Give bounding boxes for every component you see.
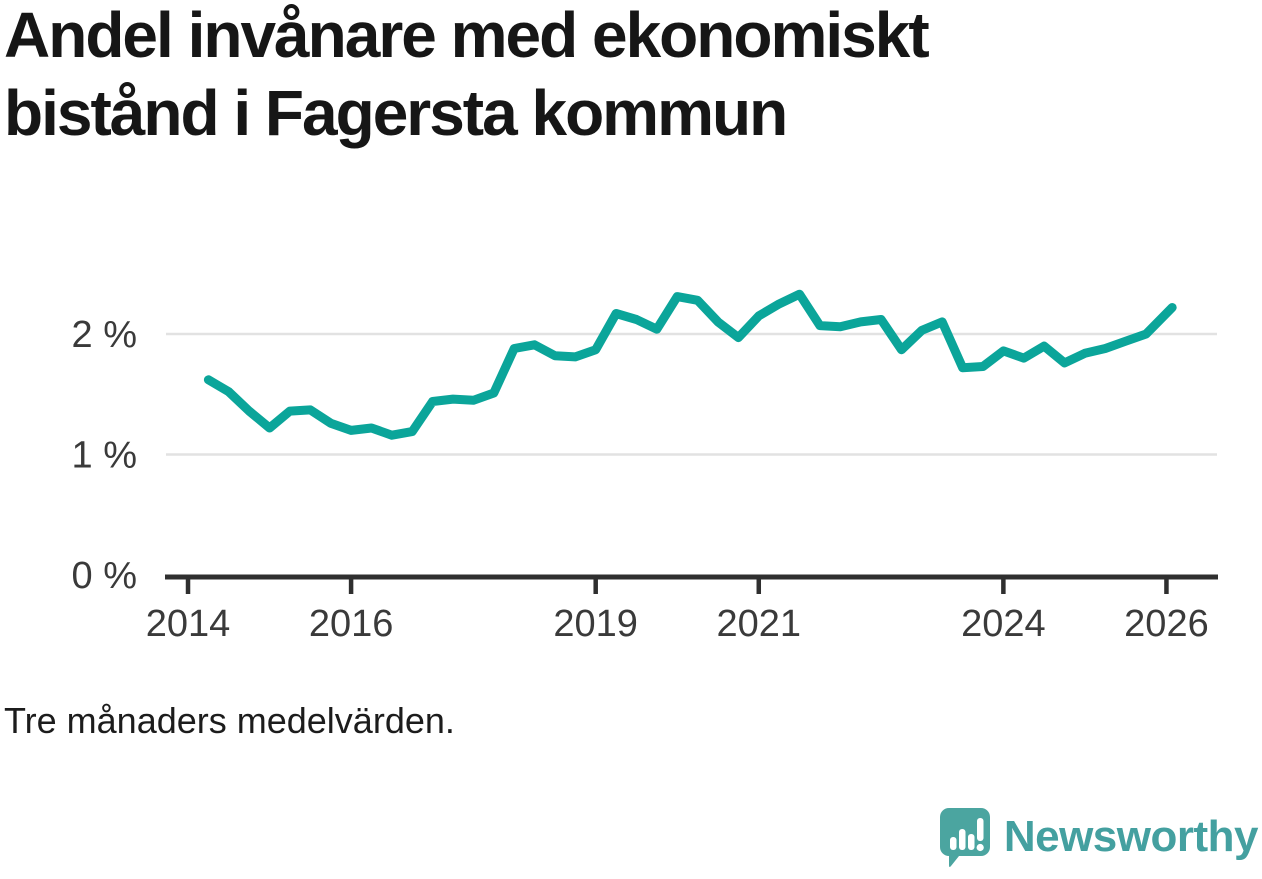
bar-tall (958, 829, 966, 850)
x-tick-label: 2024 (961, 603, 1046, 645)
newsworthy-logo-icon (939, 808, 990, 868)
newsworthy-logo-text: Newsworthy (1003, 812, 1259, 861)
x-tick-label: 2026 (1124, 603, 1209, 645)
data-line (203, 289, 1177, 440)
chart-title: Andel invånare med ekonomiskt bistånd i … (4, 0, 930, 149)
exclamation-dot (976, 843, 984, 852)
line-chart: 0 % 1 % 2 % 2014 2016 2019 2021 2024 2026 (72, 289, 1218, 645)
y-tick-label: 2 % (72, 314, 137, 356)
exclamation-bar (976, 818, 984, 841)
x-tick-label: 2021 (716, 603, 801, 645)
y-tick-label: 0 % (72, 555, 137, 597)
x-tick-label: 2019 (553, 603, 638, 645)
bar-medium (967, 834, 975, 850)
y-tick-label: 1 % (72, 435, 137, 477)
x-tick-label: 2014 (146, 603, 231, 645)
x-tick-label: 2016 (309, 603, 394, 645)
newsworthy-logo: Newsworthy (938, 806, 1259, 868)
chart-footnote: Tre månaders medelvärden. (4, 700, 455, 741)
bar-small (949, 837, 957, 850)
